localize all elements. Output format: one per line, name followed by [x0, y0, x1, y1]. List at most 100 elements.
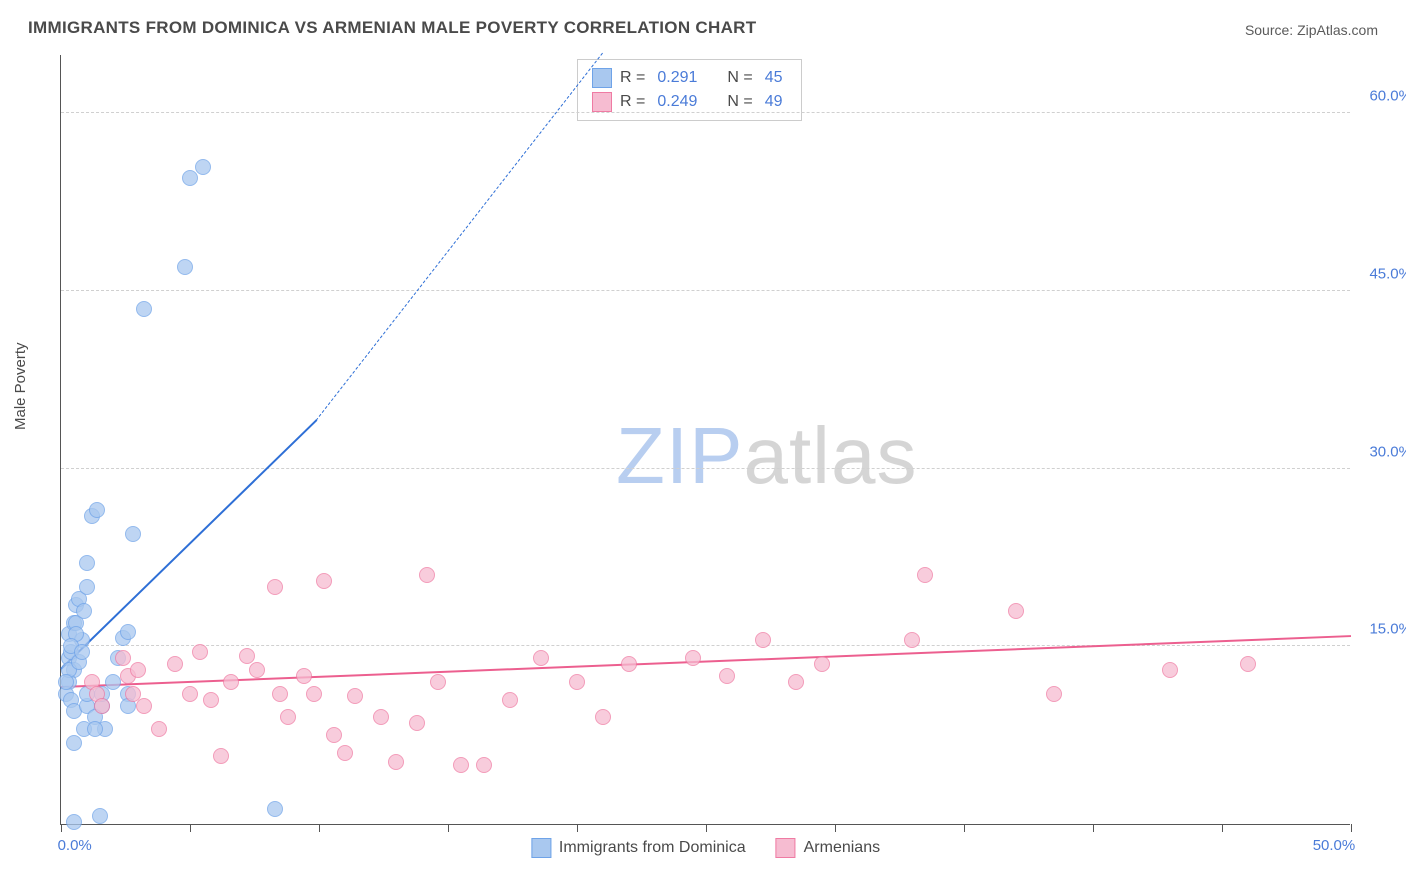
x-tick-label: 0.0% — [58, 837, 92, 854]
x-tick — [1222, 824, 1223, 832]
y-tick-label: 45.0% — [1369, 265, 1406, 282]
gridline — [61, 645, 1350, 646]
x-tick-label: 50.0% — [1313, 837, 1356, 854]
x-tick — [577, 824, 578, 832]
data-point — [476, 757, 492, 773]
data-point — [373, 709, 389, 725]
data-point — [685, 650, 701, 666]
data-point — [326, 727, 342, 743]
data-point — [79, 579, 95, 595]
data-point — [430, 674, 446, 690]
data-point — [569, 674, 585, 690]
plot-area: ZIPatlas R =0.291N =45R =0.249N =49 Immi… — [60, 55, 1350, 825]
data-point — [203, 692, 219, 708]
legend-n-label: N = — [727, 69, 752, 87]
x-tick — [706, 824, 707, 832]
gridline — [61, 112, 1350, 113]
data-point — [66, 814, 82, 830]
legend-n-label: N = — [727, 93, 752, 111]
x-tick — [1351, 824, 1352, 832]
data-point — [296, 668, 312, 684]
data-point — [1162, 662, 1178, 678]
legend-series: Immigrants from Dominica Armenians — [531, 838, 880, 858]
data-point — [1008, 603, 1024, 619]
source-credit: Source: ZipAtlas.com — [1245, 22, 1378, 38]
data-point — [66, 735, 82, 751]
watermark: ZIPatlas — [616, 410, 917, 502]
data-point — [177, 259, 193, 275]
data-point — [419, 567, 435, 583]
data-point — [917, 567, 933, 583]
legend-stat-row: R = 0.249 N = 49 — [592, 90, 787, 114]
x-tick — [190, 824, 191, 832]
legend-swatch — [592, 68, 612, 88]
legend-stat-row: R =0.291N =45 — [592, 66, 787, 90]
data-point — [453, 757, 469, 773]
data-point — [719, 668, 735, 684]
data-point — [239, 648, 255, 664]
data-point — [125, 526, 141, 542]
data-point — [130, 662, 146, 678]
legend-swatch — [531, 838, 551, 858]
legend-n-value: 49 — [765, 93, 783, 111]
data-point — [167, 656, 183, 672]
data-point — [120, 624, 136, 640]
legend-r-value: 0.249 — [657, 93, 697, 111]
data-point — [92, 808, 108, 824]
data-point — [347, 688, 363, 704]
y-tick-label: 60.0% — [1369, 88, 1406, 105]
data-point — [337, 745, 353, 761]
data-point — [195, 159, 211, 175]
data-point — [621, 656, 637, 672]
legend-n-value: 45 — [765, 69, 783, 87]
data-point — [904, 632, 920, 648]
legend-series-item: Immigrants from Dominica — [531, 838, 746, 858]
legend-swatch — [592, 92, 612, 112]
data-point — [409, 715, 425, 731]
x-tick — [835, 824, 836, 832]
legend-series-item: Armenians — [776, 838, 880, 858]
data-point — [249, 662, 265, 678]
chart-title: IMMIGRANTS FROM DOMINICA VS ARMENIAN MAL… — [28, 18, 756, 38]
data-point — [182, 170, 198, 186]
data-point — [192, 644, 208, 660]
gridline — [61, 290, 1350, 291]
data-point — [213, 748, 229, 764]
data-point — [388, 754, 404, 770]
data-point — [814, 656, 830, 672]
data-point — [280, 709, 296, 725]
data-point — [136, 301, 152, 317]
y-tick-label: 15.0% — [1369, 621, 1406, 638]
data-point — [788, 674, 804, 690]
y-axis-label: Male Poverty — [12, 342, 29, 430]
data-point — [595, 709, 611, 725]
data-point — [306, 686, 322, 702]
gridline — [61, 468, 1350, 469]
data-point — [1046, 686, 1062, 702]
legend-swatch — [776, 838, 796, 858]
data-point — [182, 686, 198, 702]
x-tick — [1093, 824, 1094, 832]
data-point — [272, 686, 288, 702]
x-tick — [964, 824, 965, 832]
data-point — [533, 650, 549, 666]
trend-line — [316, 53, 603, 421]
data-point — [316, 573, 332, 589]
data-point — [94, 698, 110, 714]
data-point — [267, 579, 283, 595]
data-point — [755, 632, 771, 648]
data-point — [136, 698, 152, 714]
data-point — [87, 721, 103, 737]
x-tick — [448, 824, 449, 832]
legend-r-label: R = — [620, 93, 645, 111]
data-point — [79, 555, 95, 571]
data-point — [58, 674, 74, 690]
legend-r-value: 0.291 — [657, 69, 697, 87]
x-tick — [61, 824, 62, 832]
data-point — [1240, 656, 1256, 672]
legend-series-label: Armenians — [804, 839, 880, 857]
data-point — [223, 674, 239, 690]
trend-line — [60, 420, 317, 670]
watermark-atlas: atlas — [743, 411, 917, 500]
data-point — [151, 721, 167, 737]
